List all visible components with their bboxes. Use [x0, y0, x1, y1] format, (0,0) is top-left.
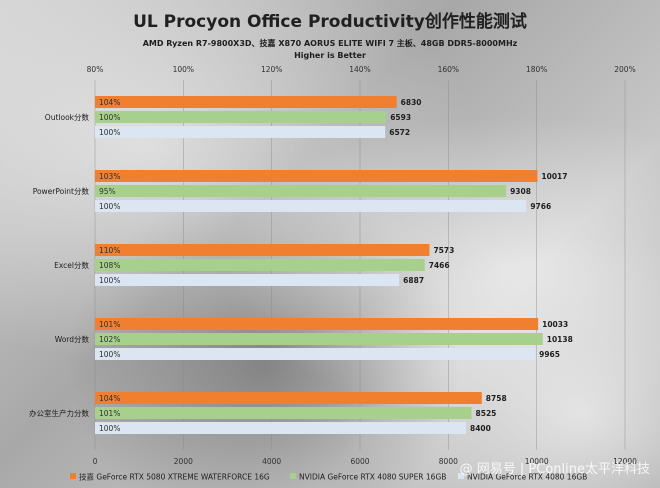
bar-percent-label: 102% — [99, 335, 120, 344]
chart-subtitle-line-2: Higher is Better — [294, 51, 366, 60]
bar-value-label: 10017 — [541, 172, 567, 181]
bar — [95, 392, 482, 404]
bottom-axis-tick-label: 12000 — [613, 457, 637, 466]
top-axis: 80% 100% 120% 140% 160% 180% 200% — [87, 65, 636, 74]
bar — [95, 200, 527, 212]
category-label: Excel分数 — [54, 260, 89, 270]
top-axis-tick-label: 160% — [438, 65, 459, 74]
bar-value-label: 10138 — [547, 335, 573, 344]
bottom-axis-tick-label: 0 — [93, 457, 98, 466]
legend-label: NVIDIA GeForce RTX 4080 16GB — [467, 473, 587, 482]
bottom-axis-tick-label: 4000 — [262, 457, 281, 466]
bar-value-label: 6572 — [389, 128, 410, 137]
bar — [95, 333, 543, 345]
bar — [95, 259, 425, 271]
bar-value-label: 8525 — [476, 409, 497, 418]
bar-percent-label: 104% — [99, 98, 120, 107]
bar-value-label: 8758 — [486, 394, 507, 403]
bar-value-label: 6887 — [403, 276, 424, 285]
bar-value-label: 6593 — [390, 113, 411, 122]
watermark: @ 网易号 | PConline太平洋科技 — [460, 462, 650, 477]
bar — [95, 185, 507, 197]
bar-percent-label: 101% — [99, 409, 120, 418]
legend-label: NVIDIA GeForce RTX 4080 SUPER 16GB — [299, 473, 446, 482]
bottom-axis: 0 2000 4000 6000 8000 10000 12000 — [93, 457, 638, 466]
top-axis-tick-label: 180% — [526, 65, 547, 74]
bar-percent-label: 100% — [99, 424, 120, 433]
top-axis-tick-label: 80% — [87, 65, 104, 74]
category-label: PowerPoint分数 — [33, 186, 90, 196]
bar — [95, 244, 430, 256]
bottom-axis-tick-label: 6000 — [350, 457, 369, 466]
bar — [95, 170, 538, 182]
bar-value-label: 7573 — [433, 246, 454, 255]
category-label: 办公室生产力分数 — [29, 408, 89, 418]
bar-percent-label: 100% — [99, 113, 120, 122]
bar-percent-label: 100% — [99, 276, 120, 285]
bottom-axis-tick-label: 8000 — [439, 457, 458, 466]
bar — [95, 274, 400, 286]
bar — [95, 96, 397, 108]
bar — [95, 126, 386, 138]
bar-value-label: 7466 — [429, 261, 450, 270]
legend-swatch — [290, 473, 296, 479]
top-axis-tick-label: 140% — [349, 65, 370, 74]
bar — [95, 422, 466, 434]
category-label: Word分数 — [55, 334, 90, 344]
category-label: Outlook分数 — [45, 112, 90, 122]
bar-percent-label: 100% — [99, 350, 120, 359]
bar-value-label: 9965 — [539, 350, 560, 359]
bar-value-label: 8400 — [470, 424, 491, 433]
bar — [95, 407, 472, 419]
bottom-axis-tick-label: 10000 — [525, 457, 549, 466]
bar-percent-label: 110% — [99, 246, 120, 255]
bar — [95, 318, 539, 330]
bar — [95, 348, 536, 360]
legend: 技嘉 GeForce RTX 5080 XTREME WATERFORCE 16… — [70, 472, 587, 482]
bar — [95, 111, 387, 123]
bar-value-label: 9308 — [510, 187, 531, 196]
chart-title: UL Procyon Office Productivity创作性能测试 — [133, 11, 527, 32]
bars-layer: 104% 6830 100% 6593 100% 6572 103% 10017 95% 9308… — [95, 96, 573, 434]
chart-subtitle-line-1: AMD Ryzen R7-9800X3D、技嘉 X870 AORUS ELITE… — [143, 38, 518, 48]
bar-percent-label: 100% — [99, 202, 120, 211]
bar-percent-label: 104% — [99, 394, 120, 403]
bar-percent-label: 95% — [99, 187, 116, 196]
bar-percent-label: 108% — [99, 261, 120, 270]
bar-value-label: 10033 — [542, 320, 568, 329]
top-axis-tick-label: 120% — [261, 65, 282, 74]
bar-percent-label: 100% — [99, 128, 120, 137]
top-axis-tick-label: 200% — [614, 65, 635, 74]
bar-value-label: 6830 — [401, 98, 422, 107]
bottom-axis-tick-label: 2000 — [174, 457, 193, 466]
legend-swatch — [70, 473, 76, 479]
legend-swatch — [458, 473, 464, 479]
bar-percent-label: 103% — [99, 172, 120, 181]
top-axis-tick-label: 100% — [173, 65, 194, 74]
legend-label: 技嘉 GeForce RTX 5080 XTREME WATERFORCE 16… — [79, 472, 270, 482]
bar-percent-label: 101% — [99, 320, 120, 329]
bar-value-label: 9766 — [530, 202, 551, 211]
category-axis: Outlook分数 PowerPoint分数 Excel分数 Word分数办公室生产力… — [29, 112, 89, 418]
